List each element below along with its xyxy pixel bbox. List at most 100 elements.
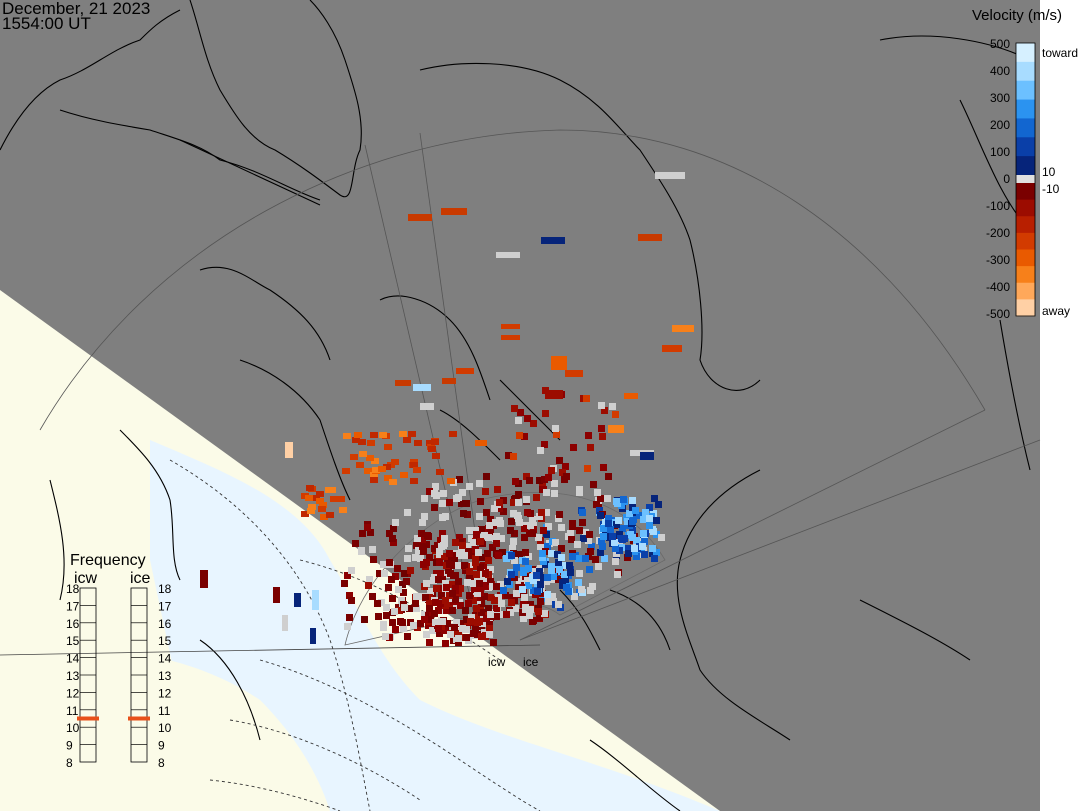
velocity-cell xyxy=(496,252,520,258)
velocity-cell xyxy=(439,500,446,507)
velocity-cell xyxy=(285,442,293,458)
velocity-cell xyxy=(512,605,519,612)
velocity-cell xyxy=(578,586,585,593)
velocity-cell xyxy=(352,540,359,547)
velocity-cell xyxy=(431,545,438,552)
frequency-tick-label: 18 xyxy=(66,582,80,596)
velocity-cell xyxy=(452,539,459,546)
velocity-cell xyxy=(438,592,445,599)
velocity-cell xyxy=(425,622,432,629)
velocity-cell xyxy=(508,571,515,578)
velocity-cell xyxy=(508,552,515,559)
velocity-cell xyxy=(535,577,542,584)
velocity-cell xyxy=(371,458,379,464)
velocity-cell xyxy=(458,546,465,553)
velocity-cell xyxy=(530,617,537,624)
velocity-cell xyxy=(478,526,485,533)
frequency-tick-label: 11 xyxy=(66,704,79,718)
velocity-cell xyxy=(462,567,469,574)
velocity-cell xyxy=(638,234,662,241)
velocity-cell xyxy=(405,545,412,552)
velocity-cell xyxy=(366,455,374,461)
velocity-cell xyxy=(370,477,378,483)
velocity-cell xyxy=(521,534,528,541)
velocity-cell xyxy=(391,608,398,615)
velocity-cell xyxy=(543,509,550,516)
velocity-cell xyxy=(427,588,434,595)
velocity-cell xyxy=(592,556,599,563)
frequency-tick-label: 16 xyxy=(66,617,80,631)
frequency-tick-label: 17 xyxy=(66,599,80,613)
velocity-cell xyxy=(537,581,544,588)
velocity-cell xyxy=(451,624,458,631)
velocity-cell xyxy=(586,566,593,573)
velocity-cell xyxy=(536,614,543,621)
velocity-cell xyxy=(569,523,576,530)
velocity-cell xyxy=(510,499,517,506)
velocity-cell xyxy=(341,580,348,587)
velocity-cell xyxy=(633,553,640,560)
velocity-cell xyxy=(310,628,316,644)
velocity-cell xyxy=(514,512,521,519)
velocity-cell xyxy=(459,625,466,632)
velocity-cell xyxy=(330,496,338,502)
velocity-cell xyxy=(294,593,301,607)
velocity-cell xyxy=(548,563,555,570)
time-label: 1554:00 UT xyxy=(2,14,91,33)
velocity-cell xyxy=(348,597,355,604)
velocity-cell xyxy=(543,531,550,538)
velocity-cell xyxy=(526,612,533,619)
velocity-cell xyxy=(370,432,378,438)
velocity-cell xyxy=(348,567,355,574)
velocity-cell xyxy=(389,619,396,626)
colorbar-swatch-away xyxy=(1016,216,1035,234)
velocity-cell xyxy=(447,478,455,484)
velocity-cell xyxy=(538,509,545,516)
velocity-cell xyxy=(651,495,658,502)
velocity-cell xyxy=(530,577,537,584)
velocity-cell xyxy=(531,568,538,575)
velocity-cell xyxy=(476,513,483,520)
velocity-cell xyxy=(431,504,438,511)
velocity-cell xyxy=(605,473,612,480)
velocity-cell xyxy=(487,594,494,601)
velocity-cell xyxy=(604,495,611,502)
velocity-cell xyxy=(478,600,485,607)
velocity-cell xyxy=(358,439,366,445)
colorbar-away-label: away xyxy=(1042,304,1070,318)
velocity-cell xyxy=(500,508,507,515)
velocity-cell xyxy=(378,599,385,606)
velocity-cell xyxy=(539,554,546,561)
velocity-cell xyxy=(485,557,492,564)
velocity-cell xyxy=(511,530,518,537)
velocity-cell xyxy=(529,516,536,523)
frequency-marker xyxy=(77,716,99,721)
velocity-cell xyxy=(473,531,480,538)
velocity-cell xyxy=(417,555,424,562)
velocity-cell xyxy=(431,610,438,617)
colorbar-swatch-away xyxy=(1016,232,1035,250)
velocity-cell xyxy=(493,533,500,540)
velocity-cell xyxy=(364,468,372,474)
colorbar-swatch-away xyxy=(1016,299,1035,317)
velocity-cell xyxy=(541,610,548,617)
velocity-cell xyxy=(552,425,559,432)
velocity-cell xyxy=(442,640,449,647)
velocity-cell xyxy=(605,515,612,522)
velocity-cell xyxy=(626,510,633,517)
velocity-cell xyxy=(426,600,433,607)
velocity-cell xyxy=(600,533,607,540)
velocity-cell xyxy=(540,574,547,581)
velocity-cell xyxy=(646,504,653,511)
velocity-cell xyxy=(433,585,440,592)
velocity-cell xyxy=(551,490,558,497)
velocity-cell xyxy=(437,585,444,592)
velocity-cell xyxy=(468,548,475,555)
velocity-cell xyxy=(442,602,449,609)
velocity-cell xyxy=(522,558,529,565)
velocity-cell xyxy=(601,555,608,562)
velocity-cell xyxy=(436,630,443,637)
velocity-cell xyxy=(426,488,433,495)
velocity-cell xyxy=(571,593,578,600)
velocity-cell xyxy=(544,591,551,598)
